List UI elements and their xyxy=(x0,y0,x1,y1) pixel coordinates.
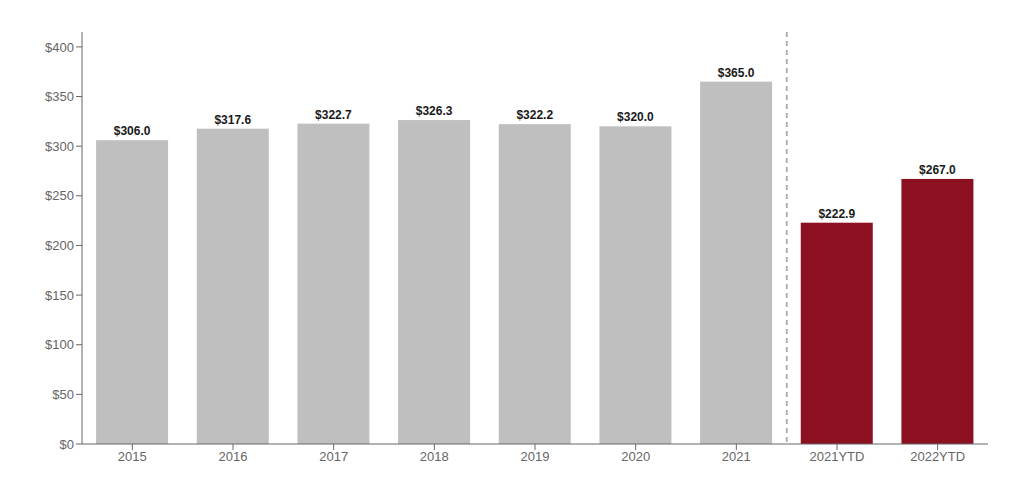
svg-text:2015: 2015 xyxy=(118,449,147,464)
svg-text:$50: $50 xyxy=(52,387,74,402)
svg-text:$222.9: $222.9 xyxy=(818,207,855,221)
svg-text:2021YTD: 2021YTD xyxy=(810,449,865,464)
svg-text:$250: $250 xyxy=(45,188,74,203)
svg-text:$350: $350 xyxy=(45,89,74,104)
svg-text:2020: 2020 xyxy=(621,449,650,464)
svg-text:2021: 2021 xyxy=(722,449,751,464)
svg-text:2018: 2018 xyxy=(420,449,449,464)
svg-text:$365.0: $365.0 xyxy=(718,66,755,80)
svg-text:$267.0: $267.0 xyxy=(919,163,956,177)
svg-text:$100: $100 xyxy=(45,337,74,352)
svg-text:2016: 2016 xyxy=(219,449,248,464)
svg-text:$317.6: $317.6 xyxy=(214,113,251,127)
svg-text:2022YTD: 2022YTD xyxy=(910,449,965,464)
svg-text:$300: $300 xyxy=(45,139,74,154)
svg-text:$326.3: $326.3 xyxy=(416,104,453,118)
svg-text:$200: $200 xyxy=(45,238,74,253)
svg-text:2017: 2017 xyxy=(319,449,348,464)
svg-text:$0: $0 xyxy=(60,437,74,452)
svg-text:$322.7: $322.7 xyxy=(315,108,352,122)
svg-text:$320.0: $320.0 xyxy=(617,110,654,124)
svg-text:$306.0: $306.0 xyxy=(114,124,151,138)
svg-text:$400: $400 xyxy=(45,40,74,55)
svg-text:$150: $150 xyxy=(45,288,74,303)
svg-text:2019: 2019 xyxy=(521,449,550,464)
svg-text:$322.2: $322.2 xyxy=(516,108,553,122)
